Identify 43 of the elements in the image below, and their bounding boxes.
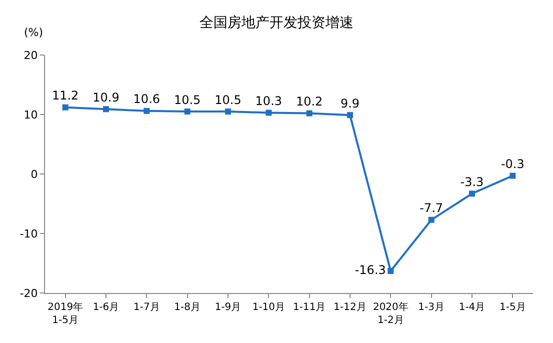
y-tick-label: -20 xyxy=(20,286,38,300)
point xyxy=(266,110,272,116)
data-label: 10.5 xyxy=(174,92,201,107)
point xyxy=(225,108,231,115)
x-tick-label: 1-9月 xyxy=(214,302,242,313)
point xyxy=(62,104,68,110)
data-label: 10.2 xyxy=(296,94,323,109)
point xyxy=(388,268,394,274)
data-label: 10.3 xyxy=(255,94,282,108)
x-tick-label: 1-6月 xyxy=(92,302,120,313)
data-label: 9.9 xyxy=(340,96,360,110)
x-tick-label: 1-5月 xyxy=(500,302,526,313)
data-label: -16.3 xyxy=(354,262,386,277)
point xyxy=(428,216,434,223)
data-label: 10.5 xyxy=(214,92,242,107)
point xyxy=(306,110,312,116)
data-label: 10.6 xyxy=(133,92,160,106)
point xyxy=(103,106,109,112)
point xyxy=(469,190,475,197)
x-tick-label: 2019年 1-5月 xyxy=(48,301,84,326)
y-tick-label: 20 xyxy=(24,48,38,62)
y-axis-title: (%) xyxy=(24,26,44,39)
point xyxy=(144,108,150,114)
x-tick-label: 1-3月 xyxy=(418,302,444,313)
x-tick-label: 1-8月 xyxy=(174,302,200,313)
point xyxy=(510,172,516,179)
x-tick-label: 1-10月 xyxy=(252,302,286,313)
point xyxy=(184,108,190,115)
data-label: -0.3 xyxy=(500,157,524,172)
x-tick-label: 1-4月 xyxy=(458,302,486,313)
y-tick-label: 0 xyxy=(30,168,38,181)
point xyxy=(347,112,353,118)
y-tick-label: 10 xyxy=(24,108,38,122)
x-tick-label: 1-12月 xyxy=(334,302,366,313)
x-tick-label: 2020年 1-2月 xyxy=(372,301,408,326)
x-tick-label: 1-11月 xyxy=(292,302,326,313)
data-label: 11.2 xyxy=(52,88,79,103)
data-label: 10.9 xyxy=(92,90,120,104)
data-label: -7.7 xyxy=(420,201,444,216)
x-tick-label: 1-7月 xyxy=(134,302,160,313)
data-label: -3.3 xyxy=(460,174,484,189)
chart-title: 全国房地产开发投资增速 xyxy=(200,14,354,31)
y-tick-label: -10 xyxy=(20,227,38,240)
